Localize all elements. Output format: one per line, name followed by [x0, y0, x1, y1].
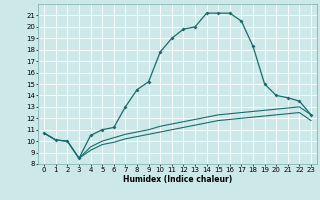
X-axis label: Humidex (Indice chaleur): Humidex (Indice chaleur) — [123, 175, 232, 184]
